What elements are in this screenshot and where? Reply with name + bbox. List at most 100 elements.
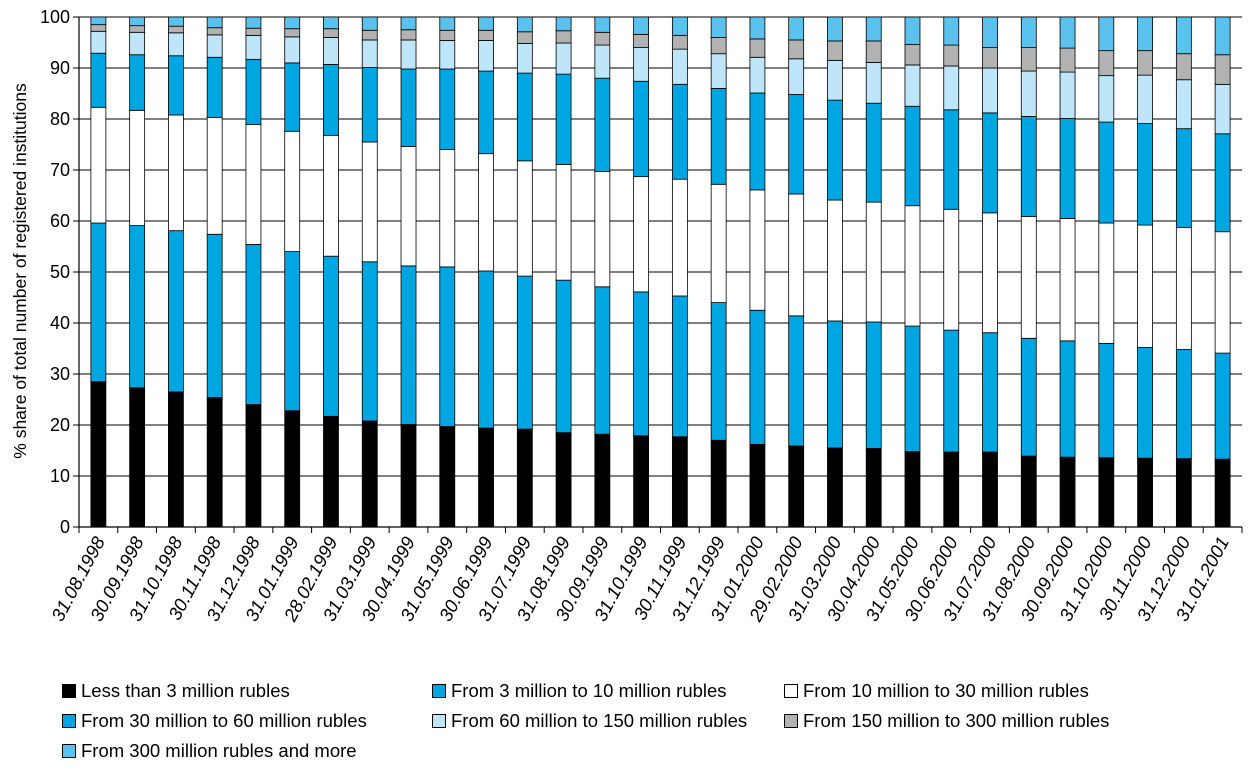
- y-tick-label: 60: [50, 211, 70, 231]
- bar-segment: [788, 445, 805, 528]
- bar-segment: [439, 149, 456, 268]
- bar-segment: [323, 37, 339, 65]
- bar-segment: [1059, 118, 1076, 219]
- bar-segment: [594, 44, 611, 79]
- bar-segment: [1214, 54, 1231, 85]
- bar-segment: [516, 16, 533, 33]
- chart-legend: Less than 3 million rubles From 3 million…: [62, 680, 1242, 762]
- bar-segment: [361, 141, 378, 263]
- bar-segment: [1059, 47, 1076, 73]
- bar-segment: [1098, 222, 1115, 344]
- bar-segment: [1059, 456, 1076, 528]
- bar-segment: [478, 40, 494, 72]
- bar-segment: [245, 404, 262, 528]
- bar-segment: [555, 163, 572, 281]
- bar-segment: [323, 28, 339, 38]
- bar-segment: [1214, 16, 1231, 56]
- bar-segment: [361, 29, 378, 41]
- bar-segment: [1098, 457, 1115, 528]
- legend-item: From 300 million rubles and more: [62, 740, 432, 762]
- bar-segment: [1059, 16, 1076, 49]
- bar-segment: [749, 443, 766, 528]
- bar-segment: [982, 47, 998, 69]
- bar-segment: [90, 381, 107, 528]
- bar-segment: [827, 59, 843, 101]
- bar-segment: [323, 134, 339, 257]
- bar-segment: [865, 321, 882, 449]
- legend-label: From 3 million to 10 million rubles: [451, 680, 727, 701]
- bar-segment: [633, 291, 650, 437]
- bar-segment: [516, 43, 533, 74]
- bar-segment: [943, 109, 960, 210]
- bar-segment: [710, 16, 727, 38]
- bar-segment: [594, 77, 611, 172]
- bar-segment: [168, 114, 184, 232]
- bar-segment: [1175, 53, 1192, 81]
- bar-segment: [1214, 352, 1231, 460]
- bar-segment: [904, 16, 921, 45]
- bar-segment: [788, 94, 805, 195]
- y-tick-label: 20: [50, 415, 70, 435]
- bar-segment: [788, 58, 805, 95]
- bar-segment: [943, 208, 960, 331]
- legend-item: From 10 million to 30 million rubles: [784, 680, 1224, 702]
- bar-segment: [671, 295, 688, 438]
- bar-segment: [633, 16, 650, 35]
- bar-segment: [168, 32, 184, 57]
- bar-segment: [206, 397, 223, 528]
- bar-segment: [245, 16, 262, 29]
- bar-segment: [90, 222, 107, 383]
- bar-segment: [594, 286, 611, 435]
- y-tick-label: 100: [40, 7, 70, 27]
- bar-segment: [1175, 128, 1192, 229]
- bar-segment: [400, 146, 417, 267]
- bar-segment: [439, 16, 456, 31]
- bar-segment: [90, 24, 107, 32]
- bar-segment: [594, 171, 611, 288]
- bar-segment: [400, 29, 417, 41]
- bar-segment: [982, 67, 998, 114]
- bar-segment: [633, 435, 650, 528]
- y-tick-label: 90: [50, 58, 70, 78]
- bar-segment: [439, 426, 456, 528]
- legend-label: From 30 million to 60 million rubles: [81, 710, 367, 731]
- legend-swatch: [432, 714, 446, 728]
- bar-segment: [1020, 116, 1037, 217]
- bar-segment: [671, 83, 688, 180]
- bar-segment: [943, 16, 960, 46]
- bar-segment: [284, 16, 301, 30]
- bar-segment: [129, 387, 146, 528]
- bar-segment: [323, 415, 339, 528]
- bar-segment: [245, 58, 262, 126]
- bar-segment: [1214, 83, 1231, 135]
- bar-segment: [284, 410, 301, 528]
- bar-segment: [168, 55, 184, 116]
- bar-segment: [865, 61, 882, 104]
- bar-segment: [1098, 342, 1115, 459]
- legend-swatch: [62, 744, 76, 758]
- bar-segment: [168, 230, 184, 393]
- bar-segment: [710, 302, 727, 441]
- bar-segment: [749, 309, 766, 445]
- gridlines: [79, 16, 1242, 477]
- bar-segment: [982, 16, 998, 49]
- bar-segment: [439, 29, 456, 41]
- bar-segment: [129, 225, 146, 389]
- bar-segment: [168, 16, 184, 27]
- bar-segment: [90, 52, 107, 108]
- bar-segment: [633, 176, 650, 293]
- bar-segment: [904, 205, 921, 327]
- bar-segment: [749, 56, 766, 94]
- bar-segment: [749, 38, 766, 58]
- bar-segment: [788, 315, 805, 447]
- bar-segment: [129, 54, 146, 111]
- bar-segment: [129, 25, 146, 33]
- y-axis-title: % share of total number of registered in…: [10, 83, 30, 459]
- bar-segment: [361, 67, 378, 143]
- legend-swatch: [784, 684, 798, 698]
- bar-segment: [1137, 457, 1153, 528]
- bar-segment: [1175, 16, 1192, 55]
- bar-segment: [361, 39, 378, 68]
- bar-segment: [904, 105, 921, 207]
- bar-segment: [1098, 75, 1115, 123]
